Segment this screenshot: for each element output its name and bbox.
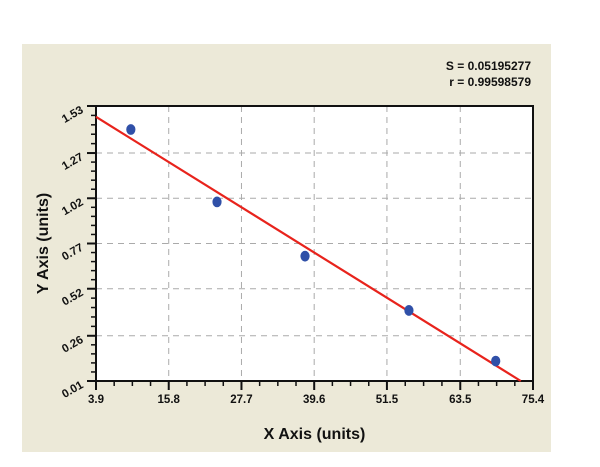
y-tick-label: 0.01	[60, 379, 86, 401]
x-tick-label: 39.6	[303, 394, 325, 406]
x-tick-label: 51.5	[376, 394, 399, 406]
x-axis-title: X Axis (units)	[264, 426, 366, 443]
data-point	[491, 355, 501, 367]
x-tick-label: 27.7	[230, 394, 252, 406]
data-point	[126, 124, 136, 135]
y-axis-title: Y Axis (units)	[35, 193, 52, 294]
x-tick-label: 75.4	[522, 394, 545, 406]
y-tick-label: 1.53	[60, 104, 85, 126]
regression-line	[95, 115, 522, 382]
data-point	[212, 196, 222, 208]
fit-statistics: S = 0.05195277 r = 0.99598579	[446, 58, 531, 90]
y-tick-label: 0.26	[60, 334, 85, 356]
x-tick-label: 3.9	[88, 394, 104, 406]
x-tick-label: 63.5	[449, 394, 472, 406]
data-point	[300, 250, 310, 262]
y-tick-label: 0.52	[60, 287, 85, 309]
r-value: r = 0.99598579	[449, 75, 531, 89]
y-tick-label: 0.77	[60, 242, 85, 264]
data-point	[404, 305, 414, 316]
s-value: S = 0.05195277	[445, 59, 531, 73]
y-tick-label: 1.27	[60, 151, 85, 173]
y-tick-label: 1.02	[60, 196, 85, 218]
x-tick-label: 15.8	[158, 394, 181, 406]
